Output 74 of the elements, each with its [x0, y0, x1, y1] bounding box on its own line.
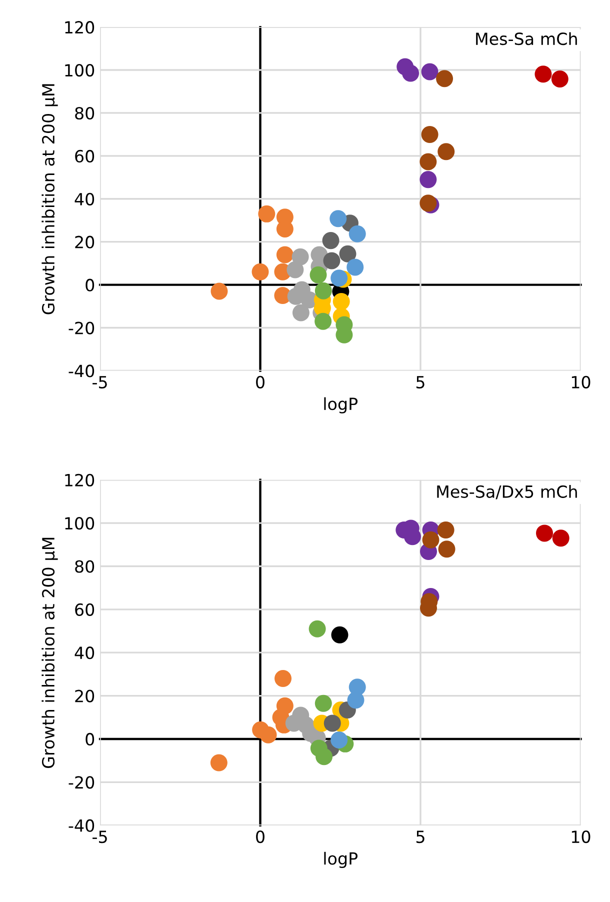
x-axis-title: logP [324, 397, 358, 414]
point [551, 70, 568, 88]
point [322, 232, 340, 250]
point [437, 521, 454, 538]
y-tick-label: 100 [65, 517, 94, 530]
x-tick-label: 5 [416, 830, 424, 844]
y-tick-label: 20 [75, 690, 94, 702]
point [402, 64, 420, 82]
point [346, 258, 364, 276]
point [552, 530, 570, 547]
point [534, 66, 552, 83]
annotation: Mes-Sa/Dx5 mCh [437, 485, 577, 500]
x-tick-label: 10 [572, 830, 590, 844]
y-tick-label: 0 [86, 732, 94, 746]
point [314, 312, 332, 330]
point [438, 540, 456, 558]
point [536, 524, 554, 542]
x-tick-label: 5 [416, 376, 424, 388]
point [324, 714, 341, 732]
point [348, 225, 366, 242]
y-tick-label: 60 [75, 603, 94, 616]
point [276, 246, 294, 264]
point [258, 205, 276, 222]
point [330, 732, 348, 749]
point [314, 282, 332, 300]
point [260, 726, 277, 744]
y-tick-label: 80 [75, 560, 94, 573]
y-tick-label: 60 [75, 150, 94, 162]
point [314, 694, 332, 712]
point [339, 245, 356, 262]
x-tick-label: 10 [572, 376, 590, 388]
y-tick-label: 40 [74, 192, 94, 206]
point [347, 692, 364, 709]
point [292, 304, 310, 322]
annotation: Mes-Sa mCh [476, 32, 577, 46]
point [310, 266, 327, 284]
point [436, 70, 454, 88]
point [210, 754, 228, 772]
y-axis-title: Growth inhibition at 200 µM [42, 538, 58, 768]
point [420, 153, 437, 170]
point [286, 261, 304, 278]
y-tick-label: -40 [68, 819, 94, 832]
y-tick-label: 100 [65, 64, 94, 77]
point [422, 531, 440, 548]
point [292, 248, 309, 266]
y-tick-label: 40 [74, 646, 94, 660]
point [420, 171, 437, 188]
y-tick-label: 120 [65, 474, 94, 486]
point [252, 263, 269, 280]
y-tick-label: 0 [86, 278, 94, 292]
y-axis-title: Growth inhibition at 200 µM [42, 84, 58, 314]
x-tick-label: -5 [92, 376, 107, 388]
point [323, 252, 340, 270]
y-tick-label: 120 [65, 21, 94, 34]
point [421, 63, 438, 80]
point [308, 620, 326, 638]
y-tick-label: -40 [68, 364, 94, 378]
y-tick-label: -20 [68, 322, 94, 334]
point [210, 282, 228, 300]
point [330, 270, 348, 287]
point [438, 143, 455, 160]
point [332, 293, 350, 310]
point [331, 626, 348, 644]
point [316, 748, 333, 766]
y-tick-label: 20 [75, 236, 94, 248]
x-axis-title: logP [324, 852, 358, 868]
y-tick-label: -20 [68, 776, 94, 789]
x-tick-label: 0 [256, 376, 264, 388]
x-tick-label: -5 [92, 830, 107, 844]
x-tick-label: 0 [256, 830, 264, 844]
point [330, 210, 347, 228]
y-tick-label: 80 [75, 106, 94, 120]
point [421, 126, 438, 143]
point [274, 670, 292, 688]
